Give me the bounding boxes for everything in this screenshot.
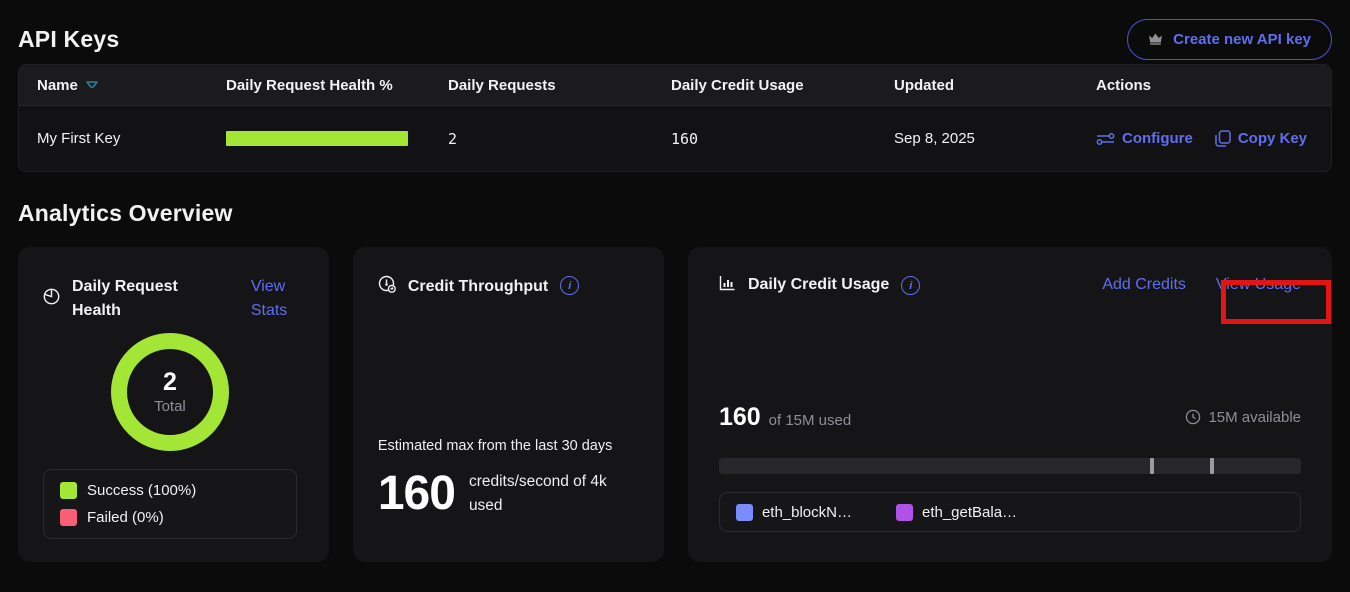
ct-card-title: Credit Throughput <box>408 275 548 299</box>
create-api-key-button[interactable]: Create new API key <box>1127 19 1332 60</box>
api-keys-table: Name Daily Request Health % Daily Reques… <box>18 64 1332 172</box>
bar-chart-icon <box>719 275 736 296</box>
column-actions: Actions <box>1096 77 1313 94</box>
eth-blocknumber-swatch <box>736 504 753 521</box>
column-daily-request-health: Daily Request Health % <box>226 77 448 94</box>
ct-subtitle: Estimated max from the last 30 days <box>378 438 639 454</box>
copy-key-label: Copy Key <box>1238 130 1307 147</box>
copy-key-button[interactable]: Copy Key <box>1215 130 1307 147</box>
analytics-cards: Daily Request Health View Stats 2 Total <box>0 247 1350 562</box>
page-title: API Keys <box>18 26 119 53</box>
donut-center: 2 Total <box>111 333 229 451</box>
success-label: Success (100%) <box>87 482 196 499</box>
usage-bar-tick-2 <box>1210 458 1214 474</box>
health-bar <box>226 131 408 146</box>
drh-legend: Success (100%) Failed (0%) <box>43 469 297 539</box>
gauge-icon <box>378 275 396 298</box>
column-daily-requests: Daily Requests <box>448 77 671 94</box>
legend-item-eth-blocknumber: eth_blockN… <box>736 504 852 521</box>
drh-card-header: Daily Request Health View Stats <box>43 275 297 323</box>
donut-total-value: 2 <box>163 369 177 397</box>
donut-chart-wrap: 2 Total <box>43 333 297 451</box>
configure-button[interactable]: Configure <box>1096 130 1193 147</box>
dcu-legend: eth_blockN… eth_getBala… <box>719 492 1301 532</box>
actions-cell: Configure Copy Key <box>1096 130 1313 147</box>
daily-request-health-card: Daily Request Health View Stats 2 Total <box>18 247 329 562</box>
dcu-usage-row: 160 of 15M used 15M available <box>719 403 1301 432</box>
daily-credit-usage-value: 160 <box>671 130 894 148</box>
donut-total-label: Total <box>154 398 186 415</box>
analytics-overview-title: Analytics Overview <box>0 172 1350 247</box>
legend-item-failed: Failed (0%) <box>60 509 280 526</box>
view-usage-link[interactable]: View Usage <box>1216 273 1301 297</box>
create-api-key-label: Create new API key <box>1173 31 1311 48</box>
add-credits-link[interactable]: Add Credits <box>1102 273 1186 297</box>
dcu-info-icon[interactable]: i <box>901 276 920 295</box>
info-icon[interactable]: i <box>560 276 579 295</box>
failed-swatch <box>60 509 77 526</box>
column-name-label: Name <box>37 77 78 94</box>
donut-chart: 2 Total <box>111 333 229 451</box>
eth-getbalance-swatch <box>896 504 913 521</box>
copy-icon <box>1215 130 1231 147</box>
dcu-links: Add Credits View Usage <box>1102 273 1301 297</box>
api-key-name: My First Key <box>37 130 226 147</box>
column-name[interactable]: Name <box>37 77 226 94</box>
drh-card-title: Daily Request Health <box>72 275 192 323</box>
sort-chevron-icon[interactable] <box>86 81 98 89</box>
clock-icon <box>1185 409 1201 425</box>
failed-label: Failed (0%) <box>87 509 164 526</box>
usage-progress-bar <box>719 458 1301 474</box>
ct-card-header: Credit Throughput i <box>378 275 639 299</box>
table-row: My First Key 2 160 Sep 8, 2025 Configure… <box>19 105 1331 171</box>
configure-label: Configure <box>1122 130 1193 147</box>
ct-bottom: Estimated max from the last 30 days 160 … <box>378 438 639 518</box>
column-daily-credit-usage: Daily Credit Usage <box>671 77 894 94</box>
dcu-card-header: Daily Credit Usage i Add Credits View Us… <box>719 273 1301 297</box>
eth-blocknumber-label: eth_blockN… <box>762 504 852 521</box>
legend-item-success: Success (100%) <box>60 482 280 499</box>
dcu-available: 15M available <box>1185 409 1301 426</box>
crown-icon <box>1148 32 1163 47</box>
daily-credit-usage-card: Daily Credit Usage i Add Credits View Us… <box>688 247 1332 562</box>
table-header-row: Name Daily Request Health % Daily Reques… <box>19 65 1331 105</box>
ct-value-suffix: credits/second of 4k used <box>469 470 639 518</box>
pie-chart-icon <box>43 288 60 310</box>
daily-requests-value: 2 <box>448 130 671 148</box>
success-swatch <box>60 482 77 499</box>
column-updated: Updated <box>894 77 1096 94</box>
sliders-icon <box>1096 132 1115 146</box>
eth-getbalance-label: eth_getBala… <box>922 504 1017 521</box>
topbar: API Keys Create new API key <box>0 0 1350 64</box>
ct-value: 160 <box>378 470 455 518</box>
legend-item-eth-getbalance: eth_getBala… <box>896 504 1017 521</box>
updated-value: Sep 8, 2025 <box>894 130 1096 147</box>
dashboard-page: API Keys Create new API key Name Daily R… <box>0 0 1350 592</box>
usage-bar-tick-1 <box>1150 458 1154 474</box>
ct-value-row: 160 credits/second of 4k used <box>378 470 639 518</box>
credit-throughput-card: Credit Throughput i Estimated max from t… <box>353 247 664 562</box>
dcu-used-suffix: of 15M used <box>769 412 852 429</box>
view-stats-link[interactable]: View Stats <box>251 275 297 323</box>
dcu-used-value: 160 <box>719 403 761 432</box>
dcu-available-label: 15M available <box>1208 409 1301 426</box>
health-bar-cell <box>226 131 448 146</box>
dcu-card-title: Daily Credit Usage <box>748 273 889 297</box>
